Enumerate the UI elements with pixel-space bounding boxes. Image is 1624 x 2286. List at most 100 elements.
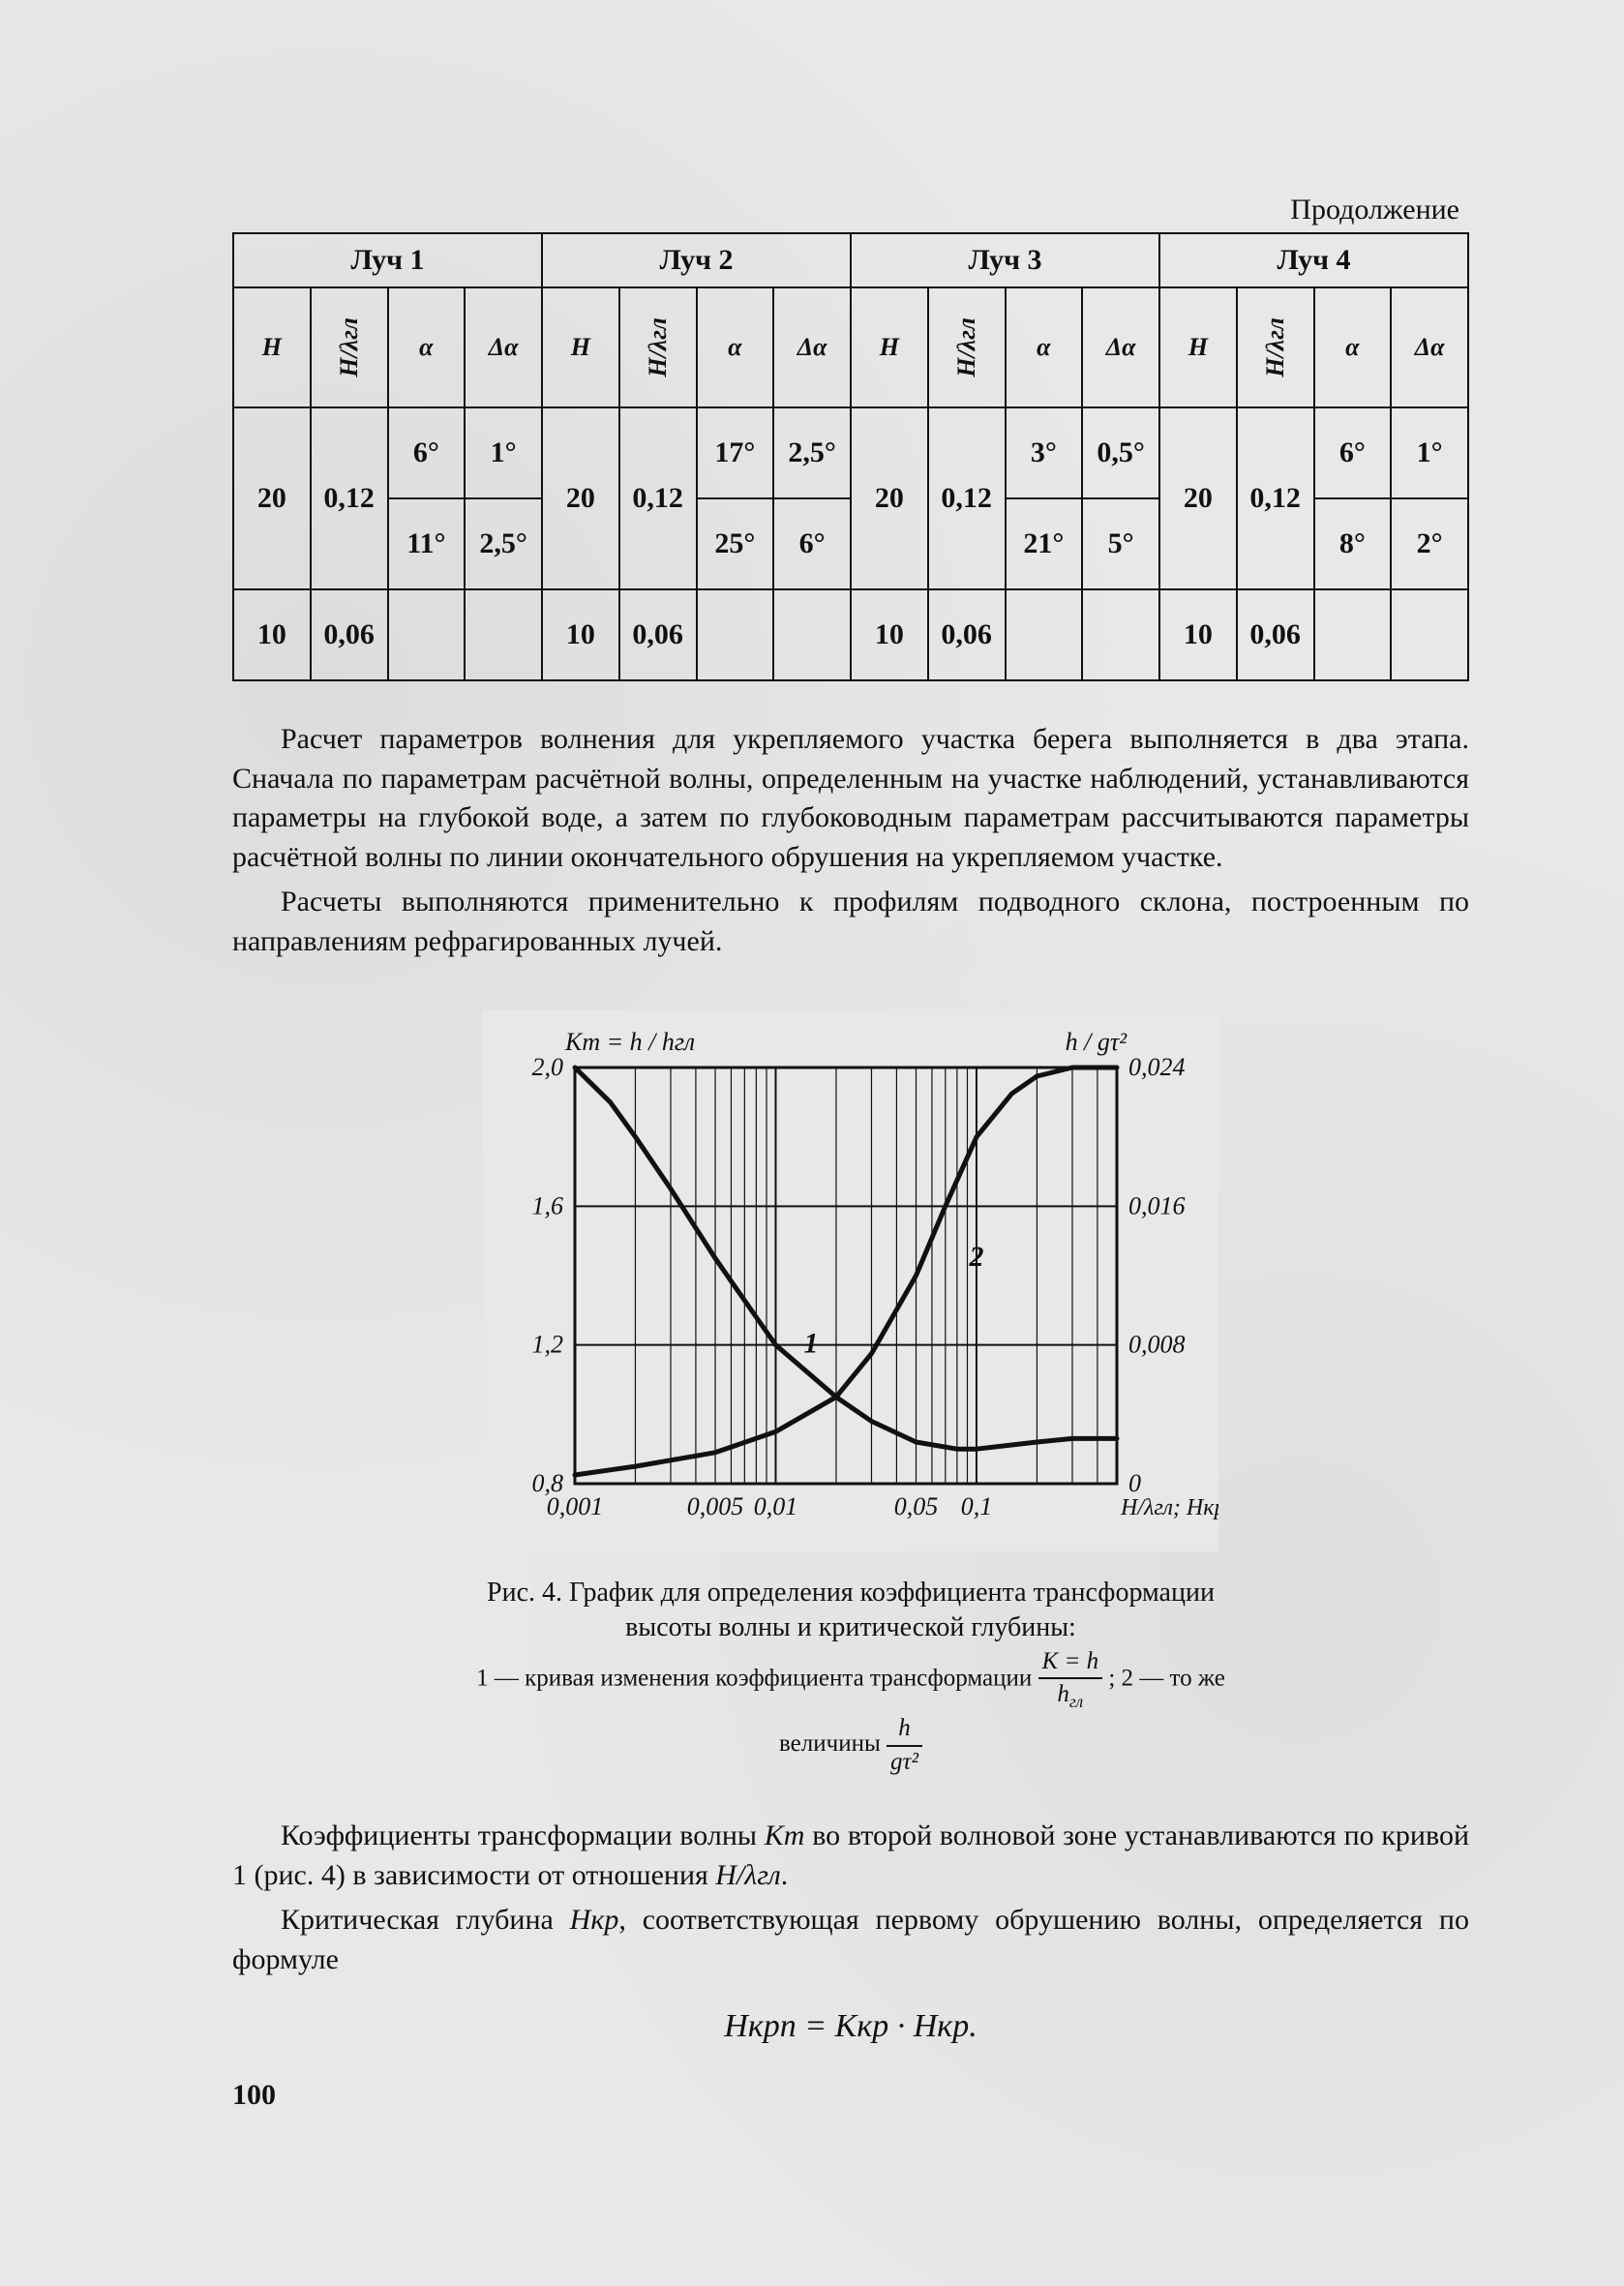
caption-text: 1 — кривая изменения коэффициента трансф…: [476, 1665, 1032, 1691]
continuation-label: Продолжение: [232, 194, 1469, 226]
symbol: H/λгл: [715, 1859, 780, 1891]
cell: 0,06: [928, 589, 1006, 680]
cell: 1°: [1391, 407, 1468, 498]
svg-text:0,016: 0,016: [1128, 1191, 1186, 1219]
cell: 3°: [1006, 407, 1083, 498]
formula: Hкрп = Kкр · Hкр.: [232, 2008, 1469, 2045]
svg-text:1,2: 1,2: [532, 1331, 564, 1359]
cell: 10: [851, 589, 928, 680]
caption-title: Рис. 4. График для определения коэффицие…: [454, 1576, 1248, 1646]
sub-header: Δα: [1082, 287, 1159, 407]
cell: 10: [542, 589, 619, 680]
symbol: Kт: [765, 1820, 805, 1851]
cell: 25°: [697, 498, 774, 589]
table-body: 20 0,12 6° 1° 20 0,12 17° 2,5° 20 0,12 3…: [233, 407, 1468, 680]
svg-text:Kт = h / hгл: Kт = h / hгл: [564, 1028, 695, 1056]
svg-text:h / gτ²: h / gτ²: [1066, 1028, 1128, 1056]
svg-text:0,01: 0,01: [754, 1492, 798, 1520]
data-table: Луч 1 Луч 2 Луч 3 Луч 4 H H/λгл α Δα H H…: [232, 232, 1469, 681]
table-row: 10 0,06 10 0,06 10 0,06 10 0,06: [233, 589, 1468, 680]
cell: 8°: [1314, 498, 1392, 589]
svg-text:H/λгл; Hкр/λг: H/λгл; Hкр/λг: [1120, 1495, 1218, 1520]
sub-header: H/λгл: [311, 287, 388, 407]
cell: 1°: [465, 407, 542, 498]
sub-header: H/λгл: [1237, 287, 1314, 407]
sub-header: H/λгл: [619, 287, 697, 407]
sub-header: H: [1159, 287, 1237, 407]
text: .: [781, 1859, 789, 1891]
svg-text:0,005: 0,005: [687, 1492, 744, 1520]
table-group-row: Луч 1 Луч 2 Луч 3 Луч 4: [233, 233, 1468, 287]
cell: 0,12: [928, 407, 1006, 589]
cell: 20: [542, 407, 619, 589]
figure-caption: Рис. 4. График для определения коэффицие…: [454, 1576, 1248, 1778]
cell: 6°: [388, 407, 466, 498]
body-text-1: Расчет параметров волнения для укрепляем…: [232, 720, 1469, 961]
cell: 0,5°: [1082, 407, 1159, 498]
cell: 17°: [697, 407, 774, 498]
sub-header: H: [851, 287, 928, 407]
cell: 0,12: [1237, 407, 1314, 589]
group-header: Луч 4: [1159, 233, 1468, 287]
group-header: Луч 2: [542, 233, 851, 287]
cell: 0,06: [311, 589, 388, 680]
cell: [1314, 589, 1392, 680]
svg-text:0,008: 0,008: [1128, 1331, 1186, 1359]
sub-header: α: [1314, 287, 1392, 407]
cell: 20: [233, 407, 311, 589]
cell: 2°: [1391, 498, 1468, 589]
cell: 6°: [1314, 407, 1392, 498]
group-header: Луч 1: [233, 233, 542, 287]
sub-header: H: [542, 287, 619, 407]
body-text-2: Коэффициенты трансформации волны Kт во в…: [232, 1817, 1469, 1979]
sub-header: H: [233, 287, 311, 407]
paragraph: Критическая глубина Hкр, соответствующая…: [232, 1901, 1469, 1979]
text: Критическая глубина: [281, 1904, 570, 1936]
cell: 5°: [1082, 498, 1159, 589]
cell: 2,5°: [773, 407, 851, 498]
cell: 20: [851, 407, 928, 589]
sub-header: α: [1006, 287, 1083, 407]
page-number: 100: [232, 2079, 276, 2112]
cell: [773, 589, 851, 680]
cell: [1006, 589, 1083, 680]
svg-text:0,05: 0,05: [894, 1492, 939, 1520]
cell: 10: [1159, 589, 1237, 680]
text: Коэффициенты трансформации волны: [281, 1820, 765, 1851]
table-row: 20 0,12 6° 1° 20 0,12 17° 2,5° 20 0,12 3…: [233, 407, 1468, 498]
svg-text:0,024: 0,024: [1128, 1053, 1186, 1081]
cell: 6°: [773, 498, 851, 589]
cell: 0,06: [619, 589, 697, 680]
sub-header: α: [388, 287, 466, 407]
sub-header: Δα: [773, 287, 851, 407]
chart-svg: 0,81,21,62,000,0080,0160,0240,0010,0050,…: [483, 1009, 1218, 1551]
cell: 0,06: [1237, 589, 1314, 680]
group-header: Луч 3: [851, 233, 1159, 287]
cell: [697, 589, 774, 680]
cell: [388, 589, 466, 680]
table-sub-row: H H/λгл α Δα H H/λгл α Δα H H/λгл α Δα H…: [233, 287, 1468, 407]
cell: 0,12: [311, 407, 388, 589]
cell: 11°: [388, 498, 466, 589]
svg-text:2: 2: [968, 1241, 983, 1273]
cell: [1391, 589, 1468, 680]
cell: [465, 589, 542, 680]
caption-line2: 1 — кривая изменения коэффициента трансф…: [454, 1646, 1248, 1778]
paragraph: Расчеты выполняются применительно к проф…: [232, 883, 1469, 961]
cell: 21°: [1006, 498, 1083, 589]
svg-text:0,1: 0,1: [961, 1492, 993, 1520]
cell: 10: [233, 589, 311, 680]
cell: 0,12: [619, 407, 697, 589]
formula-fraction: K = hhгл: [1038, 1646, 1103, 1713]
formula-fraction: hgτ²: [887, 1713, 922, 1778]
svg-text:0: 0: [1128, 1469, 1141, 1497]
svg-text:0,001: 0,001: [547, 1492, 604, 1520]
cell: 20: [1159, 407, 1237, 589]
page: Продолжение Луч 1 Луч 2 Луч 3 Луч 4 H H/…: [0, 0, 1624, 2286]
cell: 2,5°: [465, 498, 542, 589]
svg-text:1,6: 1,6: [532, 1191, 564, 1219]
sub-header: Δα: [465, 287, 542, 407]
svg-text:2,0: 2,0: [532, 1053, 564, 1081]
sub-header: α: [697, 287, 774, 407]
sub-header: Δα: [1391, 287, 1468, 407]
